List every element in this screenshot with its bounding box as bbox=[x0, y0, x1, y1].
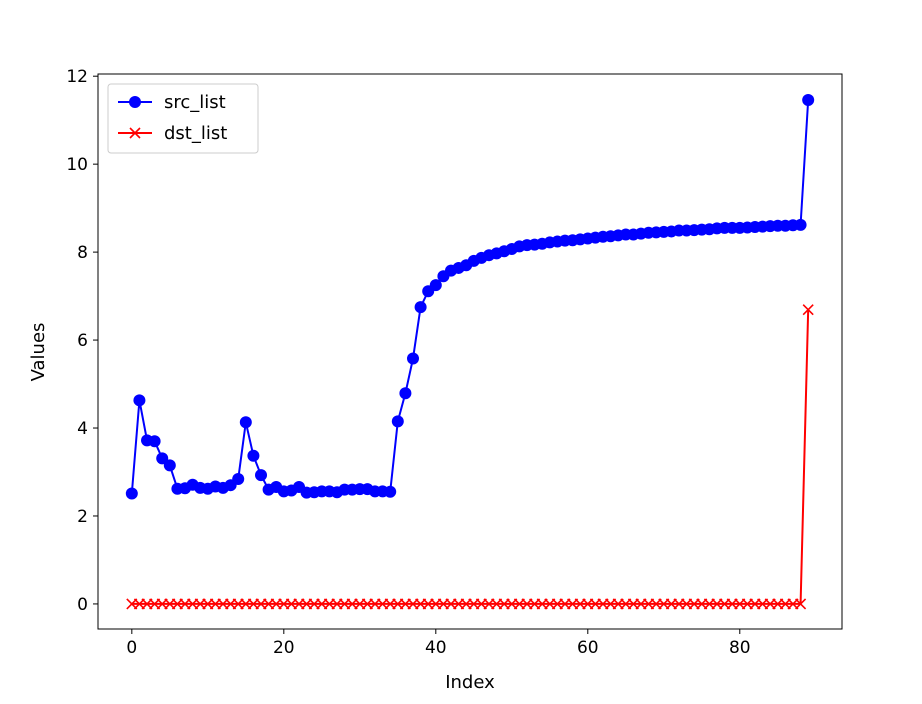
y-tick-label: 4 bbox=[77, 419, 88, 439]
plot-frame bbox=[97, 73, 843, 630]
data-point-src bbox=[148, 435, 161, 448]
tick-layer: 0 20 40 60 80 0 2 4 6 8 10 12 bbox=[66, 67, 750, 658]
x-tick-label: 80 bbox=[729, 638, 751, 658]
y-tick-label: 6 bbox=[77, 331, 88, 351]
data-point-src bbox=[133, 394, 146, 407]
y-tick-label: 8 bbox=[77, 243, 88, 263]
data-point-src bbox=[794, 218, 807, 231]
data-point-dst bbox=[802, 304, 814, 316]
data-point-src bbox=[232, 473, 245, 486]
data-point-src bbox=[239, 416, 252, 429]
data-point-src bbox=[156, 452, 169, 465]
legend-label-dst: dst_list bbox=[164, 123, 227, 144]
data-point-src bbox=[255, 469, 268, 482]
y-tick-label: 0 bbox=[77, 595, 88, 615]
data-point-src bbox=[414, 301, 427, 314]
x-tick-label: 60 bbox=[577, 638, 599, 658]
x-tick-label: 20 bbox=[273, 638, 295, 658]
y-tick-label: 12 bbox=[66, 67, 88, 87]
plot-background bbox=[98, 74, 842, 629]
legend-marker-dst bbox=[129, 127, 141, 139]
data-point-src bbox=[399, 387, 412, 400]
series-line-dst bbox=[131, 309, 810, 605]
data-point-src bbox=[384, 485, 397, 498]
x-tick-label: 40 bbox=[425, 638, 447, 658]
data-point-dst bbox=[795, 598, 807, 610]
data-point-src bbox=[802, 93, 815, 106]
data-point-src bbox=[429, 279, 442, 292]
x-axis-label: Index bbox=[445, 672, 495, 693]
y-axis-label: Values bbox=[28, 323, 49, 382]
legend-label-src: src_list bbox=[164, 92, 226, 113]
data-point-src bbox=[391, 415, 404, 428]
legend-marker-src bbox=[129, 96, 141, 108]
data-point-src bbox=[247, 449, 260, 462]
series-layer bbox=[125, 93, 815, 610]
data-point-src bbox=[163, 459, 176, 472]
y-tick-label: 2 bbox=[77, 507, 88, 527]
y-tick-label: 10 bbox=[66, 155, 88, 175]
data-point-src bbox=[407, 352, 420, 365]
x-tick-label: 0 bbox=[126, 638, 137, 658]
data-point-src bbox=[125, 487, 138, 500]
legend: src_list dst_list bbox=[107, 83, 259, 154]
